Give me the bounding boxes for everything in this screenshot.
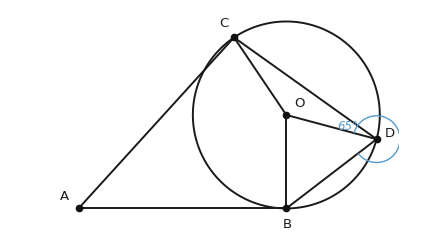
Text: O: O xyxy=(294,97,305,110)
Text: 65°: 65° xyxy=(338,120,358,133)
Text: D: D xyxy=(384,127,395,141)
Text: A: A xyxy=(60,190,69,203)
Text: C: C xyxy=(220,17,229,30)
Text: B: B xyxy=(283,217,292,231)
